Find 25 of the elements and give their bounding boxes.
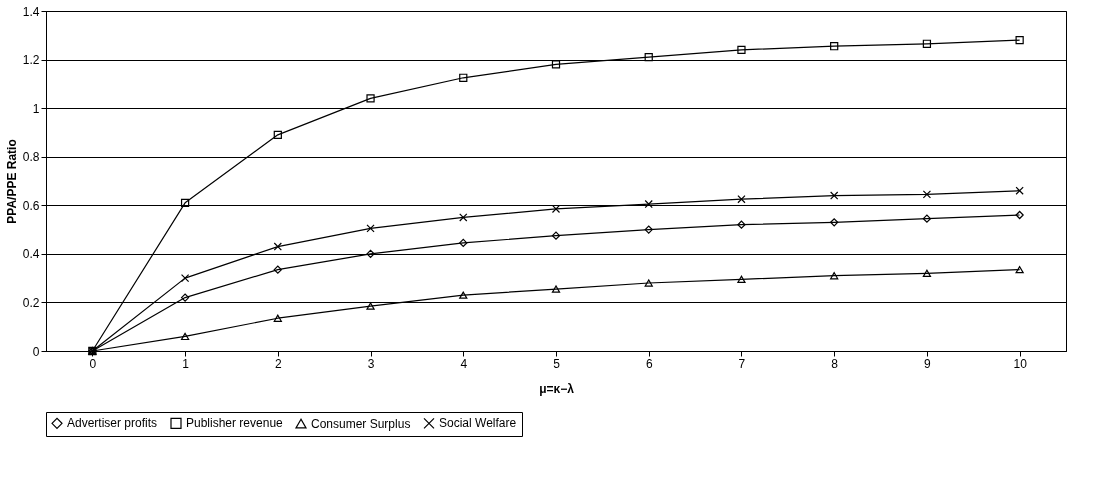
x-tick-label: 4 (460, 356, 468, 371)
legend-label: Publisher revenue (186, 416, 284, 431)
y-tick-label: 0.4 (22, 247, 40, 262)
y-tick-label: 0.6 (22, 198, 40, 213)
legend-label: Social Welfare (439, 416, 517, 431)
x-tick-label: 6 (645, 356, 653, 371)
x-tick-label: 7 (738, 356, 746, 371)
x-tick-label: 5 (553, 356, 561, 371)
x-tick-label: 10 (1013, 356, 1028, 371)
x-tick-label: 8 (831, 356, 839, 371)
x-tick-label: 3 (367, 356, 375, 371)
y-tick-label: 1.2 (22, 53, 40, 68)
y-tick-label: 1 (32, 101, 40, 116)
x-tick-label: 9 (924, 356, 932, 371)
x-tick-label: 2 (274, 356, 282, 371)
y-axis-title: PPA/PPE Ratio (4, 139, 19, 224)
legend-label: Advertiser profits (67, 416, 158, 431)
x-tick-label: 1 (182, 356, 190, 371)
y-tick-label: 0 (32, 344, 40, 359)
y-tick-label: 0.2 (22, 295, 40, 310)
x-axis-title: μ=κ−λ (539, 381, 575, 396)
x-tick-label: 0 (89, 356, 97, 371)
legend-label: Consumer Surplus (311, 416, 411, 431)
y-tick-label: 1.4 (22, 4, 40, 19)
y-tick-label: 0.8 (22, 150, 40, 165)
